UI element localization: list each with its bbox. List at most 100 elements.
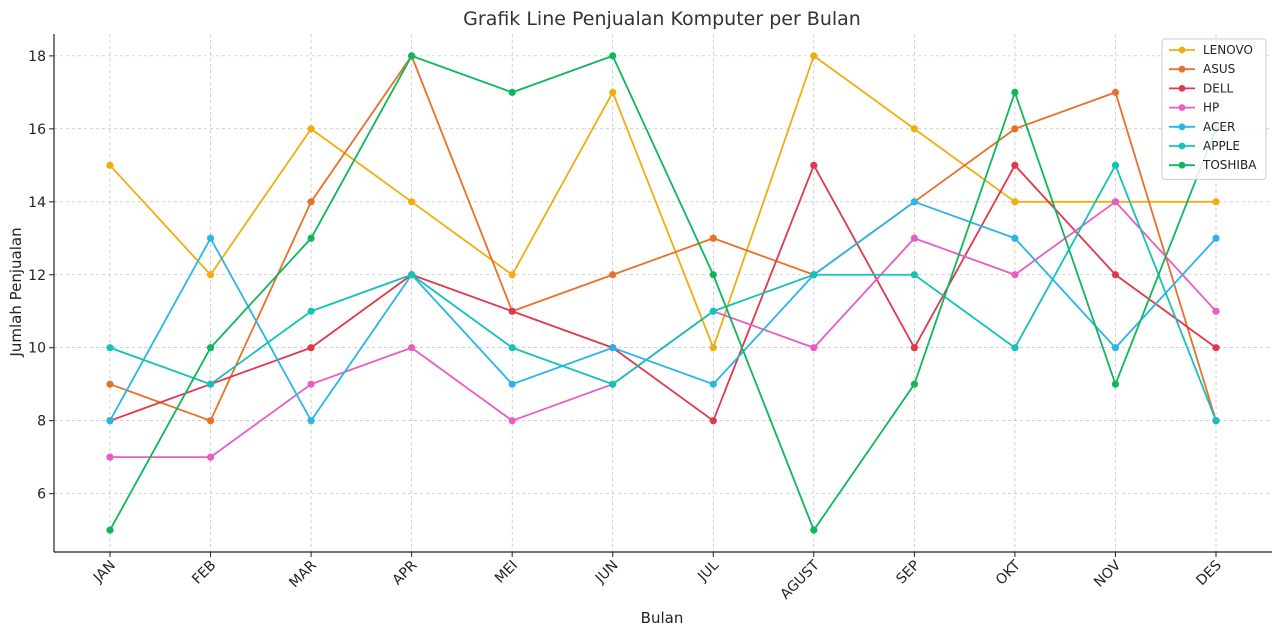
data-point-dell [709,417,717,425]
data-point-acer [508,380,516,388]
data-point-hp [206,453,215,461]
axes: JAN FEB MAR APR MEI JUN JUL AGUST SEP OKT NOV DES 6 8… [28,34,1272,603]
data-point-apple [408,271,416,279]
x-tick-label: MEI [492,558,521,587]
data-point-toshiba [206,344,215,352]
series-line-hp [110,200,1217,459]
x-tick-label: APR [390,557,421,588]
legend: LENOVO ASUS DELL HP ACER APPLE TOSHIBA [1161,38,1267,180]
y-tick-label: 8 [37,414,46,430]
series-line-asus [109,54,1217,422]
data-point-apple [910,271,918,279]
legend-item-toshiba: TOSHIBA [1169,158,1257,172]
legend-item-asus: ASUS [1169,62,1235,76]
data-point-toshiba [508,88,516,96]
legend-marker [1178,142,1186,150]
data-point-acer [206,234,215,242]
data-point-acer [910,198,918,206]
data-point-asus [709,234,717,242]
x-tick-label: JUL [694,557,722,585]
data-point-toshiba [106,526,114,534]
data-point-apple [307,307,315,315]
data-point-toshiba [1011,88,1019,96]
data-point-lenovo [810,52,818,60]
data-point-apple [1011,344,1019,352]
data-point-toshiba [408,52,416,60]
data-point-toshiba [609,52,617,60]
data-point-hp [1011,271,1019,279]
series-acer [106,198,1220,425]
legend-item-acer: ACER [1169,120,1235,134]
data-point-hp [1212,307,1220,315]
series-asus [106,52,1220,425]
data-point-hp [106,453,114,461]
data-point-lenovo [206,271,215,279]
data-point-dell [1011,161,1019,169]
data-point-hp [508,417,516,425]
y-tick-label: 10 [28,341,46,357]
data-point-acer [1212,234,1220,242]
y-tick-label: 18 [28,49,46,65]
x-tick-label: NOV [1091,557,1124,590]
data-point-acer [307,417,315,425]
data-point-asus [307,198,315,206]
data-point-hp [910,234,918,242]
data-point-lenovo [106,161,114,169]
data-point-asus [106,380,114,388]
data-point-asus [1111,88,1120,96]
data-point-hp [307,380,315,388]
data-point-lenovo [609,88,617,96]
data-point-lenovo [1011,198,1019,206]
series-toshiba [106,52,1220,534]
grid-lines [54,34,1272,552]
data-point-hp [810,344,818,352]
x-tick-label: AGUST [777,557,822,602]
legend-box [1161,38,1267,180]
data-point-acer [1111,344,1120,352]
x-tick-label: OKT [993,557,1024,588]
data-point-asus [206,417,215,425]
data-point-dell [810,161,818,169]
chart-title: Grafik Line Penjualan Komputer per Bulan [463,8,861,30]
legend-marker [1178,161,1186,169]
x-tick-label: SEP [893,558,923,588]
y-tick-label: 12 [28,268,46,284]
series-lines [106,52,1220,534]
legend-marker [1178,46,1186,54]
data-point-acer [709,380,717,388]
x-tick-label: DES [1193,557,1225,589]
series-line-apple [109,164,1217,422]
y-tick-label: 16 [28,122,46,138]
data-point-lenovo [1212,198,1220,206]
y-axis-label: Jumlah Penjualan [7,227,25,357]
legend-marker [1178,123,1186,131]
legend-label: ASUS [1203,62,1235,76]
data-point-toshiba [1111,380,1120,388]
data-point-apple [1212,417,1220,425]
legend-item-lenovo: LENOVO [1169,43,1253,57]
data-point-dell [508,307,516,315]
legend-label: HP [1203,101,1219,115]
series-line-dell [109,164,1217,422]
data-point-hp [408,344,416,352]
legend-label: TOSHIBA [1202,158,1257,172]
legend-marker [1178,65,1186,73]
y-tick-label: 14 [28,195,46,211]
data-point-acer [106,417,114,425]
legend-label: ACER [1203,120,1235,134]
data-point-toshiba [810,526,818,534]
data-point-toshiba [307,234,315,242]
series-line-toshiba [109,54,1217,532]
x-axis-label: Bulan [641,609,684,627]
data-point-toshiba [709,271,717,279]
data-point-lenovo [709,344,717,352]
data-point-acer [609,344,617,352]
data-point-dell [1111,271,1120,279]
data-point-apple [206,380,215,388]
legend-label: LENOVO [1203,43,1253,57]
legend-marker [1178,85,1186,92]
legend-item-apple: APPLE [1169,139,1240,153]
data-point-dell [1212,344,1220,352]
data-point-apple [709,307,717,315]
